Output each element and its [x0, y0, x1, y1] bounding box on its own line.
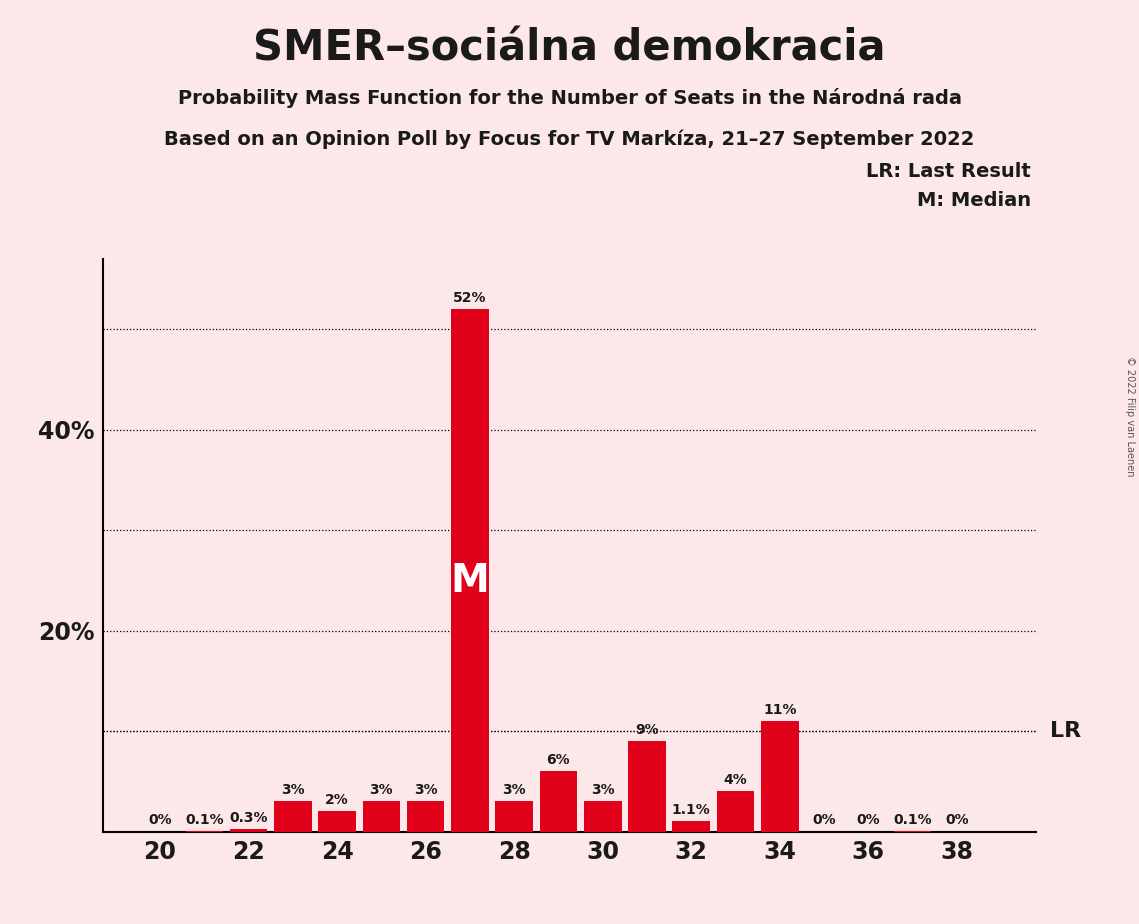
Text: SMER–sociálna demokracia: SMER–sociálna demokracia [253, 28, 886, 69]
Text: 0%: 0% [148, 812, 172, 827]
Text: 3%: 3% [413, 784, 437, 797]
Text: M: M [451, 562, 490, 600]
Text: 11%: 11% [763, 703, 796, 717]
Text: 0.1%: 0.1% [185, 812, 223, 827]
Text: 0.3%: 0.3% [229, 810, 268, 824]
Bar [495, 801, 533, 832]
Text: Probability Mass Function for the Number of Seats in the Národná rada: Probability Mass Function for the Number… [178, 88, 961, 108]
Text: M: Median: M: Median [917, 191, 1031, 211]
Text: 1.1%: 1.1% [672, 803, 711, 817]
Bar [584, 801, 622, 832]
Text: 0%: 0% [945, 812, 968, 827]
Bar [362, 801, 400, 832]
Text: 3%: 3% [369, 784, 393, 797]
Text: 2%: 2% [326, 794, 349, 808]
Text: 3%: 3% [591, 784, 615, 797]
Bar [230, 829, 268, 832]
Text: 3%: 3% [502, 784, 526, 797]
Text: 0.1%: 0.1% [893, 812, 932, 827]
Bar [318, 811, 355, 832]
Bar [451, 309, 489, 832]
Text: Based on an Opinion Poll by Focus for TV Markíza, 21–27 September 2022: Based on an Opinion Poll by Focus for TV… [164, 129, 975, 149]
Bar [894, 831, 932, 832]
Text: 6%: 6% [547, 753, 571, 767]
Text: LR: LR [1050, 721, 1081, 741]
Bar [716, 791, 754, 832]
Text: 0%: 0% [857, 812, 880, 827]
Text: LR: Last Result: LR: Last Result [866, 162, 1031, 181]
Text: 3%: 3% [281, 784, 304, 797]
Bar [672, 821, 710, 832]
Text: 4%: 4% [723, 773, 747, 787]
Bar [186, 831, 223, 832]
Text: 52%: 52% [453, 291, 486, 305]
Bar [540, 772, 577, 832]
Text: © 2022 Filip van Laenen: © 2022 Filip van Laenen [1125, 356, 1134, 476]
Bar [274, 801, 312, 832]
Text: 9%: 9% [636, 723, 658, 737]
Bar [628, 741, 666, 832]
Bar [407, 801, 444, 832]
Text: 0%: 0% [812, 812, 836, 827]
Bar [761, 721, 798, 832]
